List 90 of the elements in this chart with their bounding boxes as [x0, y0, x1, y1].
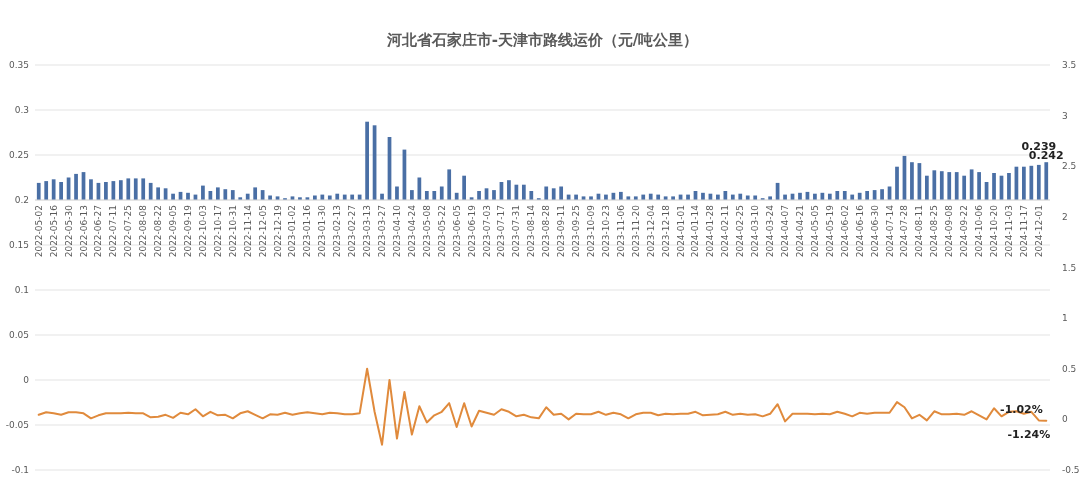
x-tick-label: 2023-03-27 [377, 205, 388, 258]
x-tick-label: 2022-07-11 [108, 205, 119, 258]
x-tick-label: 2023-10-09 [586, 204, 597, 258]
x-tick-label: 2022-09-05 [168, 205, 179, 258]
x-tick-label: 2023-01-02 [287, 205, 298, 258]
x-tick-label: 2023-07-03 [481, 205, 492, 258]
data-label: -1.02% [1000, 403, 1043, 417]
x-tick-label: 2022-10-03 [197, 205, 208, 258]
x-tick-label: 2023-11-06 [615, 204, 626, 258]
x-tick-label: 2023-04-24 [406, 204, 417, 258]
chart-title: 河北省石家庄市-天津市路线运价（元/吨公里） [385, 31, 699, 49]
x-tick-label: 2024-09-22 [959, 205, 970, 258]
y-tick-label: 0.15 [8, 240, 29, 250]
x-tick-label: 2022-11-14 [242, 204, 253, 258]
y2-tick-label: 1 [1062, 313, 1068, 324]
x-tick-label: 2024-11-03 [1003, 205, 1014, 258]
x-tick-label: 2023-11-20 [630, 204, 641, 258]
x-tick-label: 2024-07-14 [884, 204, 895, 258]
x-tick-label: 2024-01-28 [705, 204, 716, 258]
y-tick-label: 0 [23, 375, 30, 385]
x-tick-label: 2024-03-10 [750, 204, 761, 258]
x-tick-label: 2024-11-17 [1018, 205, 1029, 258]
x-tick-label: 2023-06-05 [451, 205, 462, 258]
y2-tick-label: 2.5 [1062, 161, 1077, 172]
x-tick-label: 2022-10-31 [227, 205, 238, 258]
y-tick-label: -0.05 [5, 420, 29, 430]
x-tick-label: 2024-08-25 [929, 205, 940, 258]
x-tick-label: 2024-01-14 [690, 204, 701, 258]
y-tick-label: 0.3 [14, 105, 29, 115]
x-tick-label: 2023-12-04 [645, 204, 656, 258]
x-tick-label: 2023-09-11 [556, 205, 567, 258]
y-tick-label: 0.2 [14, 195, 29, 205]
x-tick-label: 2023-02-13 [332, 205, 343, 258]
y2-tick-label: 1.5 [1062, 262, 1077, 273]
y2-tick-label: 0 [1062, 414, 1068, 425]
y2-tick-label: 2 [1062, 211, 1068, 222]
x-tick-label: 2024-10-20 [989, 204, 1000, 258]
x-tick-label: 2023-10-23 [600, 205, 611, 258]
x-tick-label: 2023-01-16 [302, 204, 313, 258]
x-tick-label: 2023-02-27 [347, 205, 358, 258]
x-tick-label: 2022-05-30 [63, 204, 74, 258]
x-tick-label: 2023-07-17 [496, 205, 507, 258]
x-tick-label: 2022-08-22 [153, 205, 164, 258]
x-tick-label: 2024-12-01 [1033, 205, 1044, 258]
x-tick-label: 2024-05-05 [809, 205, 820, 258]
x-tick-label: 2023-12-18 [660, 204, 671, 258]
x-tick-label: 2024-01-01 [675, 205, 686, 258]
x-tick-label: 2024-06-16 [854, 204, 865, 258]
x-tick-label: 2024-04-21 [794, 205, 805, 258]
x-tick-label: 2024-10-06 [974, 204, 985, 258]
x-tick-label: 2023-05-08 [421, 204, 432, 258]
x-tick-label: 2024-04-07 [780, 205, 791, 258]
x-tick-label: 2024-02-25 [735, 205, 746, 258]
x-tick-label: 2023-01-30 [317, 204, 328, 258]
x-tick-label: 2024-06-02 [839, 205, 850, 258]
x-tick-label: 2023-06-19 [466, 204, 477, 258]
x-tick-label: 2022-09-19 [183, 204, 193, 258]
y2-tick-label: 0.5 [1062, 363, 1077, 374]
data-label: -1.24% [1007, 427, 1051, 441]
x-tick-label: 2024-08-11 [914, 205, 925, 258]
x-tick-label: 2024-07-28 [899, 204, 910, 258]
x-tick-label: 2022-05-16 [48, 204, 59, 258]
x-tick-label: 2023-08-14 [526, 204, 537, 258]
y2-tick-label: 3 [1062, 110, 1068, 121]
x-tick-label: 2023-04-10 [391, 204, 402, 258]
x-tick-label: 2022-06-27 [93, 205, 104, 258]
x-tick-label: 2022-06-13 [78, 205, 89, 258]
x-tick-label: 2024-05-19 [824, 204, 835, 258]
y-tick-label: 0.25 [8, 150, 29, 160]
x-tick-label: 2023-07-31 [511, 205, 522, 258]
y2-tick-label: 3.5 [1062, 60, 1077, 70]
x-tick-label: 2024-06-30 [869, 204, 880, 258]
x-tick-label: 2023-09-25 [571, 205, 582, 258]
x-tick-label: 2023-03-13 [362, 205, 373, 258]
y-tick-label: 0.1 [14, 285, 29, 295]
y-tick-label: 0.35 [8, 60, 29, 70]
y-tick-label: 0.05 [8, 330, 29, 340]
x-tick-label: 2024-02-11 [720, 205, 731, 258]
x-tick-label: 2022-05-02 [33, 205, 44, 258]
x-tick-label: 2022-10-17 [212, 205, 223, 258]
y2-tick-label: -0.5 [1062, 465, 1080, 475]
x-tick-label: 2024-09-08 [944, 204, 955, 258]
x-tick-label: 2023-08-28 [541, 204, 552, 258]
x-tick-label: 2022-08-08 [138, 204, 149, 258]
x-tick-label: 2022-12-05 [257, 205, 268, 258]
x-tick-label: 2022-12-19 [272, 204, 283, 258]
x-tick-label: 2024-03-24 [765, 204, 776, 258]
y-tick-label: -0.1 [11, 465, 29, 475]
x-tick-label: 2023-05-22 [436, 205, 447, 258]
x-tick-label: 2022-07-25 [123, 205, 134, 258]
